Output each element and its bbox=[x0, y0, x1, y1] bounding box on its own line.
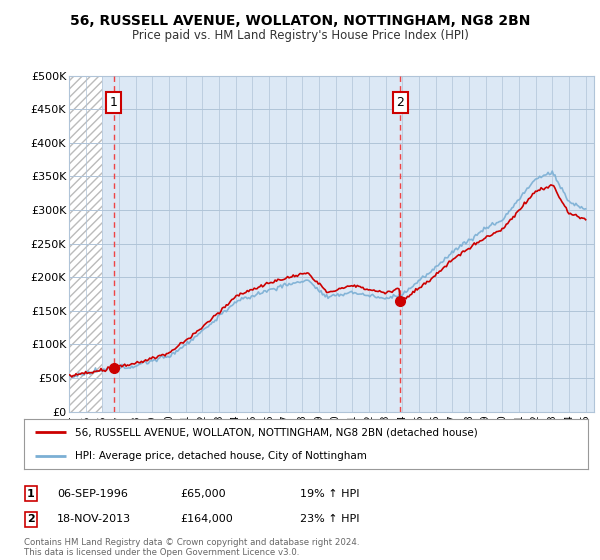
Text: HPI: Average price, detached house, City of Nottingham: HPI: Average price, detached house, City… bbox=[75, 451, 367, 461]
Text: Price paid vs. HM Land Registry's House Price Index (HPI): Price paid vs. HM Land Registry's House … bbox=[131, 29, 469, 42]
Text: Contains HM Land Registry data © Crown copyright and database right 2024.
This d: Contains HM Land Registry data © Crown c… bbox=[24, 538, 359, 557]
Text: 06-SEP-1996: 06-SEP-1996 bbox=[57, 489, 128, 499]
Text: £164,000: £164,000 bbox=[180, 514, 233, 524]
Text: 56, RUSSELL AVENUE, WOLLATON, NOTTINGHAM, NG8 2BN: 56, RUSSELL AVENUE, WOLLATON, NOTTINGHAM… bbox=[70, 14, 530, 28]
Text: 1: 1 bbox=[110, 96, 118, 109]
Text: 2: 2 bbox=[27, 514, 35, 524]
Text: 2: 2 bbox=[397, 96, 404, 109]
Text: £65,000: £65,000 bbox=[180, 489, 226, 499]
Text: 19% ↑ HPI: 19% ↑ HPI bbox=[300, 489, 359, 499]
Text: 1: 1 bbox=[27, 489, 35, 499]
Bar bbox=[69, 76, 103, 412]
Text: 23% ↑ HPI: 23% ↑ HPI bbox=[300, 514, 359, 524]
Text: 56, RUSSELL AVENUE, WOLLATON, NOTTINGHAM, NG8 2BN (detached house): 56, RUSSELL AVENUE, WOLLATON, NOTTINGHAM… bbox=[75, 427, 478, 437]
Text: 18-NOV-2013: 18-NOV-2013 bbox=[57, 514, 131, 524]
